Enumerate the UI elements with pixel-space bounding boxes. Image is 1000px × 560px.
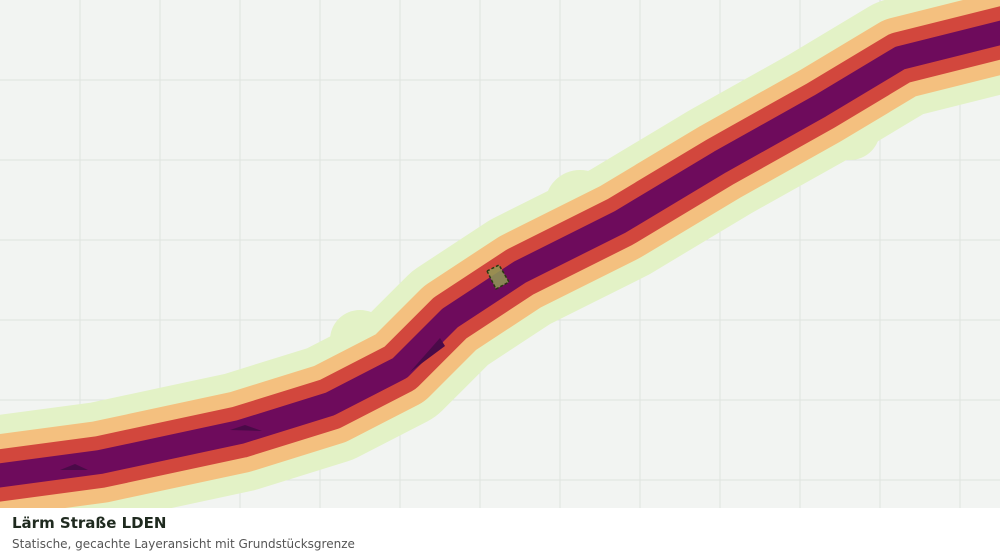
caption: Lärm Straße LDEN Statische, gecachte Lay… [0, 508, 1000, 560]
noise-map [0, 0, 1000, 508]
parcel-boundary [485, 264, 511, 291]
band-very-high [0, 20, 1000, 488]
noise-bands [0, 0, 1000, 508]
map-title: Lärm Straße LDEN [12, 514, 167, 532]
map-subtitle: Statische, gecachte Layeransicht mit Gru… [12, 537, 355, 551]
